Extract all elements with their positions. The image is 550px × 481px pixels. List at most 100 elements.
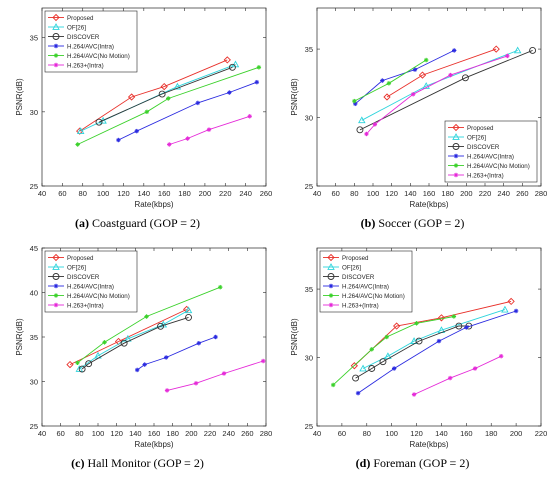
data-point bbox=[184, 306, 193, 314]
data-point bbox=[452, 48, 457, 53]
chart-panel-foreman: 40 60 80 100 120 140 160 180 200 220 25 30 35 Rate(kb… bbox=[275, 240, 550, 480]
caption-letter: (a) bbox=[75, 216, 89, 230]
caption-text: Hall Monitor (GOP = 2) bbox=[87, 456, 204, 470]
x-tick-label: 260 bbox=[516, 189, 529, 198]
data-point bbox=[393, 322, 401, 330]
data-point bbox=[501, 305, 509, 313]
data-point bbox=[412, 67, 418, 72]
data-point bbox=[206, 127, 212, 132]
series-of-26- bbox=[75, 306, 193, 372]
data-point bbox=[127, 93, 136, 101]
legend-frame bbox=[44, 10, 138, 73]
series-proposed bbox=[76, 56, 231, 135]
data-point bbox=[173, 82, 182, 90]
data-point bbox=[464, 325, 469, 330]
y-tick-label: 25 bbox=[305, 182, 313, 191]
data-point bbox=[102, 340, 107, 345]
chart-foreman: 40 60 80 100 120 140 160 180 200 220 25 30 35 Rate(kb… bbox=[290, 247, 547, 449]
caption-foreman: (d) Foreman (GOP = 2) bbox=[275, 456, 550, 471]
x-tick-label: 120 bbox=[410, 429, 423, 438]
x-tick-label: 40 bbox=[38, 429, 46, 438]
legend-label: Proposed bbox=[342, 255, 369, 262]
data-point bbox=[364, 131, 369, 137]
data-point bbox=[213, 334, 218, 340]
series-line bbox=[118, 81, 257, 141]
x-tick-label: 180 bbox=[178, 189, 191, 198]
y-tick-label: 35 bbox=[30, 333, 38, 342]
series-discover bbox=[356, 46, 537, 134]
series-line bbox=[359, 49, 533, 131]
legend-swatch-marker bbox=[52, 253, 60, 262]
x-tick-label: 180 bbox=[485, 429, 498, 438]
data-point bbox=[498, 353, 504, 359]
data-point bbox=[75, 365, 84, 372]
data-point bbox=[95, 118, 103, 126]
y-tick-label: 35 bbox=[30, 34, 38, 43]
data-point bbox=[410, 92, 416, 97]
series-h-264-avc-no-motion- bbox=[75, 65, 262, 147]
data-point bbox=[227, 90, 232, 95]
series-h-264-avc-intra- bbox=[355, 308, 519, 396]
series-line bbox=[362, 309, 506, 369]
legend-label: OF[26] bbox=[467, 135, 486, 142]
data-point bbox=[372, 122, 378, 127]
y-tick-label: 25 bbox=[30, 182, 38, 191]
y-axis-label: PSNR(dB) bbox=[290, 318, 299, 356]
x-tick-label: 140 bbox=[435, 429, 448, 438]
data-point bbox=[85, 360, 93, 368]
legend-swatch-marker bbox=[328, 302, 334, 308]
x-tick-label: 220 bbox=[479, 189, 492, 198]
caption-hall-monitor: (c) Hall Monitor (GOP = 2) bbox=[0, 456, 275, 471]
x-axis-label: Rate(kbps) bbox=[409, 440, 448, 449]
data-point bbox=[437, 314, 446, 322]
x-tick-label: 160 bbox=[460, 429, 473, 438]
series-h-263-intra- bbox=[364, 53, 510, 137]
data-point bbox=[75, 142, 80, 147]
x-tick-label: 240 bbox=[239, 189, 252, 198]
x-tick-label: 220 bbox=[219, 189, 232, 198]
legend-swatch-marker bbox=[52, 273, 60, 280]
legend-label: H.263+(Intra) bbox=[67, 63, 104, 70]
data-point bbox=[144, 314, 149, 319]
legend-swatch-marker bbox=[453, 153, 459, 159]
axes: 40 60 80 100 120 140 160 180 200 220 240 260 280 25 30… bbox=[290, 7, 547, 209]
x-tick-label: 260 bbox=[260, 189, 273, 198]
data-point bbox=[368, 365, 376, 372]
data-point bbox=[352, 98, 357, 104]
x-tick-label: 100 bbox=[385, 429, 398, 438]
data-point bbox=[379, 358, 387, 366]
x-tick-label: 200 bbox=[510, 429, 523, 438]
series-h-263-intra- bbox=[167, 114, 252, 147]
x-tick-label: 160 bbox=[158, 189, 171, 198]
data-point bbox=[492, 45, 500, 53]
data-point bbox=[163, 355, 169, 360]
legend-swatch-marker bbox=[327, 253, 335, 262]
x-tick-label: 220 bbox=[204, 429, 217, 438]
data-point bbox=[193, 381, 199, 386]
legend-label: Proposed bbox=[67, 15, 94, 22]
y-axis-label: PSNR(dB) bbox=[15, 318, 24, 356]
x-tick-label: 200 bbox=[185, 429, 198, 438]
chart-hall-monitor: 40 60 80 100 120 140 160 180 200 220 240 260 280 25 30… bbox=[15, 244, 272, 449]
caption-letter: (d) bbox=[355, 456, 371, 470]
x-tick-label: 140 bbox=[138, 189, 151, 198]
legend-label: H.264/AVC(No Motion) bbox=[342, 293, 405, 300]
data-point bbox=[256, 65, 262, 70]
x-tick-label: 240 bbox=[222, 429, 235, 438]
caption-text: Soccer (GOP = 2) bbox=[378, 216, 465, 230]
data-point bbox=[505, 53, 510, 59]
y-axis-label: PSNR(dB) bbox=[15, 78, 24, 116]
data-point bbox=[247, 114, 252, 119]
plot-frame bbox=[316, 247, 542, 427]
chart-soccer: 40 60 80 100 120 140 160 180 200 220 240 260 280 25 30… bbox=[290, 7, 547, 209]
data-point bbox=[134, 128, 139, 134]
data-point bbox=[513, 308, 519, 314]
legend-swatch-marker bbox=[52, 13, 60, 22]
legend-label: H.264/AVC(No Motion) bbox=[67, 293, 130, 300]
legend: Proposed OF[26] DISCOVER H.264/AVC(Intra) H.… bbox=[319, 250, 413, 313]
legend-swatch-marker bbox=[452, 133, 460, 140]
x-tick-label: 60 bbox=[58, 189, 66, 198]
legend-label: H.264/AVC(No Motion) bbox=[67, 53, 130, 60]
y-axis-label: PSNR(dB) bbox=[290, 78, 299, 116]
